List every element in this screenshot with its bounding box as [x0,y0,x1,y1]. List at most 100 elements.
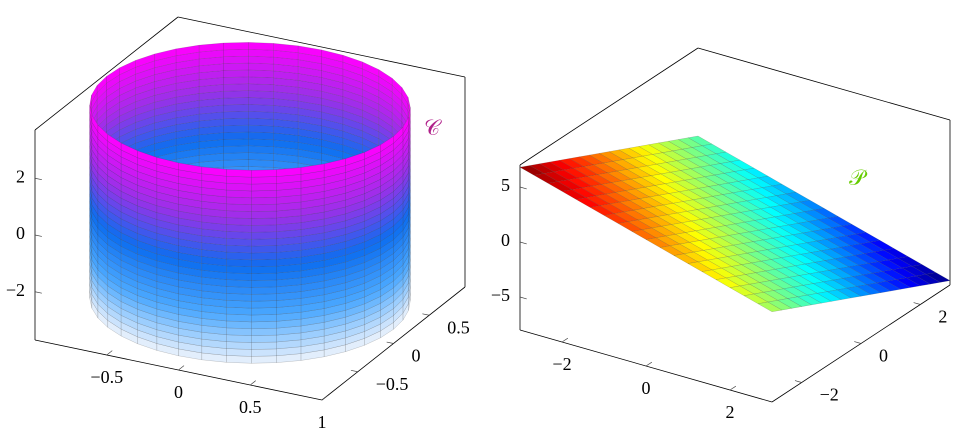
surface-facet [251,259,277,268]
surface-facet [223,76,249,85]
tick-mark [519,296,527,300]
surface-facet [226,279,252,288]
surface-facet [223,152,249,161]
surface-facet [251,238,277,247]
surface-facet [226,251,252,261]
surface-facet [223,138,249,147]
surface-facet [251,183,277,192]
surface-facet [223,117,249,126]
surface-facet [226,210,252,219]
surface-facet [251,279,277,288]
y-tick-label: −2 [820,385,839,405]
surface-facet [248,145,274,154]
surface-facet [248,55,274,65]
surface-facet [248,138,274,147]
surface-facet [251,224,277,233]
y-tick-label: −0.5 [376,374,409,394]
surface-facet [251,293,277,302]
surface-facet [251,327,277,336]
surface-facet [226,238,252,247]
surface-facet [226,320,252,330]
surface-facet [251,169,277,178]
tick-mark [854,341,862,344]
tick-mark [34,234,42,237]
surface-facet [223,97,249,106]
surface-facet [757,301,783,313]
surface-facet [226,169,252,178]
surface-facet [251,321,277,330]
x-tick-label: 1 [318,412,327,432]
surface-facet [226,258,252,268]
surface-facet [226,327,252,336]
surface-facet [251,265,277,274]
surface-facet [251,176,277,185]
surface-facet [248,104,274,113]
tick-mark [561,337,569,343]
surface-facet [248,97,274,106]
surface-facet [226,293,252,302]
surface-facet [223,55,249,64]
surface-facet [223,49,249,58]
surface-facet [251,231,277,240]
surface-facet [248,159,274,168]
surface-facet [226,182,252,192]
z-tick-label: −5 [491,285,510,305]
tick-mark [794,380,802,383]
z-tick-label: −2 [6,280,25,300]
surface-facet [223,69,249,78]
tick-mark [34,291,42,294]
surface-facet [248,152,274,161]
surface-facet [223,90,249,99]
surface-facet [251,348,277,357]
surface-facet [223,124,249,133]
surface-facet [251,210,277,219]
tick-mark [422,313,430,316]
surface-facet [251,245,277,254]
surface-facet [226,231,252,240]
tick-mark [913,302,921,305]
surface-facet [251,300,277,309]
surface-facet [226,341,252,350]
tick-mark [34,177,42,181]
annotation: 𝒫 [849,165,868,190]
x-tick-label: 0 [642,378,651,398]
surface-facet [251,217,277,226]
surface-facet [226,224,252,233]
surface-facet [248,49,274,58]
tick-mark [106,350,113,356]
surface-facet [226,265,252,274]
tick-mark [321,395,328,401]
surface-facet [226,217,252,226]
surface-facet [251,286,277,295]
y-tick-label: 0 [412,346,421,366]
z-tick-label: 2 [16,166,25,186]
surface-facet [251,272,277,281]
z-tick-label: 0 [16,223,25,243]
surface-facet [223,159,249,168]
surface-facet [248,76,274,85]
tick-mark [178,365,185,371]
surface-facet [223,42,249,51]
surface-facet [226,334,252,343]
surface-facet [226,313,252,323]
surface-facet [226,272,252,281]
axis-edge [697,47,951,121]
surface-facet [248,111,274,120]
x-tick-label: −0.5 [90,367,123,387]
y-tick-label: 0 [879,346,888,366]
annotation: 𝒞 [424,115,442,140]
surface-facet [248,83,274,92]
tick-mark [250,380,256,386]
surface-facet [248,131,274,141]
x-tick-label: 2 [726,402,735,422]
surface-facet [223,104,249,113]
surface-facet [223,111,249,120]
z-tick-label: 0 [501,230,510,250]
surface-facet [223,62,249,71]
surface-facet [226,196,252,206]
surface-facet [248,69,274,79]
surface-facet [251,307,277,316]
tick-mark [519,241,527,245]
axis-edge [177,16,466,78]
